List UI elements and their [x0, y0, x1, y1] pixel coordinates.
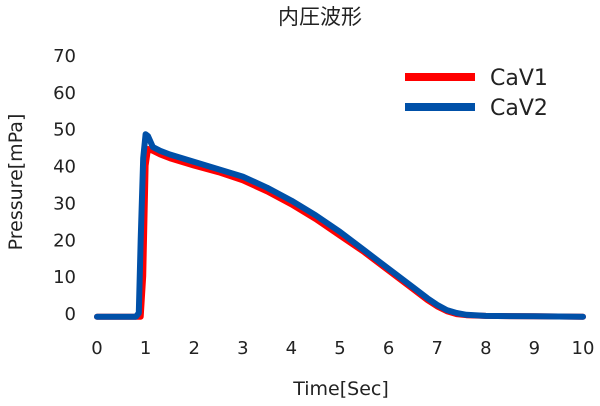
x-tick-label: 4 — [286, 338, 297, 359]
x-tick-label: 0 — [91, 338, 102, 359]
x-tick-label: 1 — [140, 338, 151, 359]
y-tick-label: 50 — [53, 120, 76, 141]
legend-label-cav2: CaV2 — [490, 96, 548, 121]
x-tick-label: 2 — [188, 338, 199, 359]
y-axis-label: Pressure[mPa] — [5, 114, 27, 251]
x-tick-label: 5 — [334, 338, 345, 359]
x-tick-label: 3 — [237, 338, 248, 359]
legend-label-cav1: CaV1 — [490, 66, 548, 91]
x-tick-label: 9 — [529, 338, 540, 359]
y-tick-label: 10 — [53, 267, 76, 288]
x-tick-label: 10 — [572, 338, 595, 359]
y-tick-label: 60 — [53, 83, 76, 104]
x-axis-label: Time[Sec] — [292, 378, 389, 400]
x-tick-label: 8 — [480, 338, 491, 359]
chart-title: 内圧波形 — [278, 5, 362, 29]
series-line-cav2 — [94, 131, 586, 320]
y-tick-label: 70 — [53, 46, 76, 67]
y-tick-label: 30 — [53, 193, 76, 214]
x-tick-label: 6 — [383, 338, 394, 359]
y-tick-label: 40 — [53, 157, 76, 178]
x-tick-label: 7 — [431, 338, 442, 359]
y-tick-label: 20 — [53, 230, 76, 251]
y-tick-label: 0 — [65, 304, 76, 325]
